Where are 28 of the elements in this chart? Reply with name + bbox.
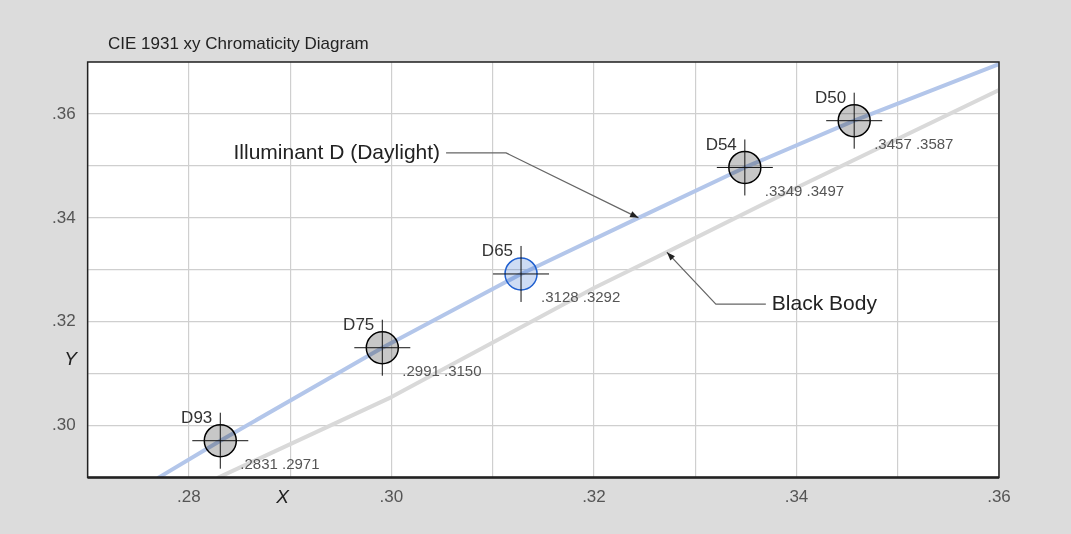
- annotation: Black Body: [771, 290, 878, 314]
- point: [203, 423, 238, 458]
- chart-title: CIE 1931 xy Chromaticity Diagram: [108, 34, 369, 54]
- y-tick-label: .32: [51, 311, 76, 331]
- y-axis-title: Y: [64, 348, 79, 370]
- x-tick-label: .36: [987, 487, 1011, 507]
- annotation: D75: [343, 314, 375, 334]
- annotation: D93: [181, 407, 213, 427]
- y-tick-label: .36: [51, 103, 76, 123]
- data-label: .3457 .3587: [874, 134, 954, 152]
- data-label: .2831 .2971: [240, 454, 320, 472]
- x-tick-label: .34: [784, 487, 809, 507]
- y-tick-label: .30: [51, 415, 76, 435]
- annotation: D50: [815, 87, 847, 107]
- point: [365, 330, 400, 365]
- point: [837, 103, 871, 138]
- x-axis-title: X: [275, 485, 291, 507]
- annotation: D65: [481, 241, 514, 261]
- data-label: .3128 .3292: [541, 288, 621, 306]
- data-label: .3349 .3497: [764, 181, 845, 199]
- data-label: .2991 .3150: [402, 361, 482, 379]
- annotation: Illuminant D (Daylight): [233, 139, 441, 163]
- annotation: D54: [705, 134, 737, 154]
- x-tick-label: .32: [582, 487, 606, 507]
- point: [728, 150, 762, 185]
- x-tick-label: .30: [379, 487, 404, 507]
- y-tick-label: .34: [51, 207, 76, 227]
- x-tick-label: .28: [177, 487, 201, 507]
